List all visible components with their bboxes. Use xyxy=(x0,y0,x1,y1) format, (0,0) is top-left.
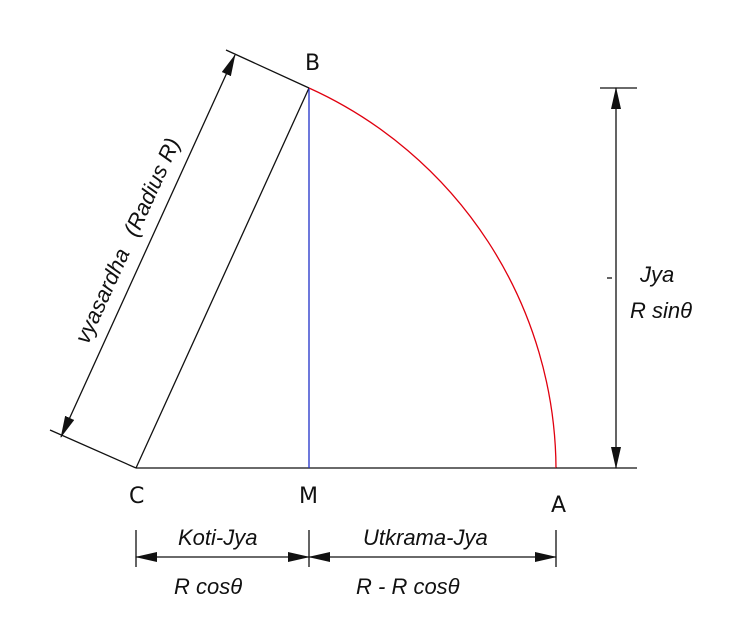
jya-label: Jya xyxy=(639,262,674,287)
radius-label: vyasardha (Radius R) xyxy=(70,134,185,347)
arc-ba xyxy=(308,87,557,469)
r-minus-r-cos-label: R - R cosθ xyxy=(356,574,460,599)
radius-extension-top xyxy=(225,49,310,89)
point-label-b: B xyxy=(305,51,320,76)
point-label-a: A xyxy=(551,493,566,518)
r-cos-label: R cosθ xyxy=(174,574,242,599)
point-label-c: C xyxy=(129,484,144,509)
point-label-m: M xyxy=(299,484,318,509)
r-sin-label: R sinθ xyxy=(630,298,692,323)
radius-dimension-arrow xyxy=(60,54,236,438)
utkrama-jya-label: Utkrama-Jya xyxy=(363,525,488,550)
radius-extension-bottom xyxy=(49,429,137,469)
koti-jya-label: Koti-Jya xyxy=(178,525,257,550)
